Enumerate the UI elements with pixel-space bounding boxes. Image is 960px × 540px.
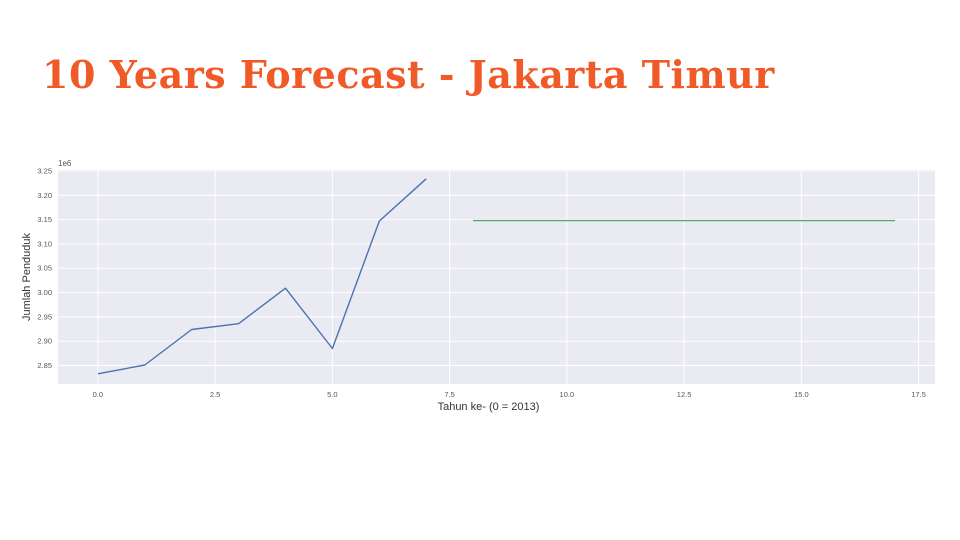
y-offset-label: 1e6 (58, 159, 72, 168)
y-tick-label: 3.10 (37, 239, 52, 248)
plot-background (58, 170, 935, 384)
x-tick-label: 0.0 (93, 390, 103, 399)
y-tick-label: 3.05 (37, 264, 52, 273)
y-axis-label: Jumlah Penduduk (21, 232, 33, 321)
y-tick-label: 2.95 (37, 312, 52, 321)
x-tick-labels: 0.0 2.5 5.0 7.5 10.0 12.5 15.0 17.5 (93, 390, 926, 399)
y-tick-label: 3.25 (37, 166, 52, 175)
x-tick-label: 17.5 (911, 390, 926, 399)
y-tick-label: 3.15 (37, 215, 52, 224)
y-tick-labels: 2.85 2.90 2.95 3.00 3.05 3.10 3.15 3.20 3.25 (37, 166, 52, 370)
x-tick-label: 15.0 (794, 390, 809, 399)
slide-title: 10 Years Forecast - Jakarta Timur (42, 52, 775, 97)
y-tick-label: 2.90 (37, 337, 52, 346)
x-tick-label: 7.5 (444, 390, 454, 399)
y-tick-label: 3.00 (37, 288, 52, 297)
y-tick-label: 2.85 (37, 361, 52, 370)
grid-lines (58, 170, 935, 384)
series-layer (97, 178, 896, 375)
x-tick-label: 12.5 (677, 390, 692, 399)
x-tick-label: 10.0 (560, 390, 575, 399)
series-line-1 (97, 178, 427, 375)
x-axis-label: Tahun ke- (0 = 2013) (438, 401, 540, 413)
y-tick-label: 3.20 (37, 191, 52, 200)
x-tick-label: 2.5 (210, 390, 220, 399)
x-tick-label: 5.0 (327, 390, 337, 399)
